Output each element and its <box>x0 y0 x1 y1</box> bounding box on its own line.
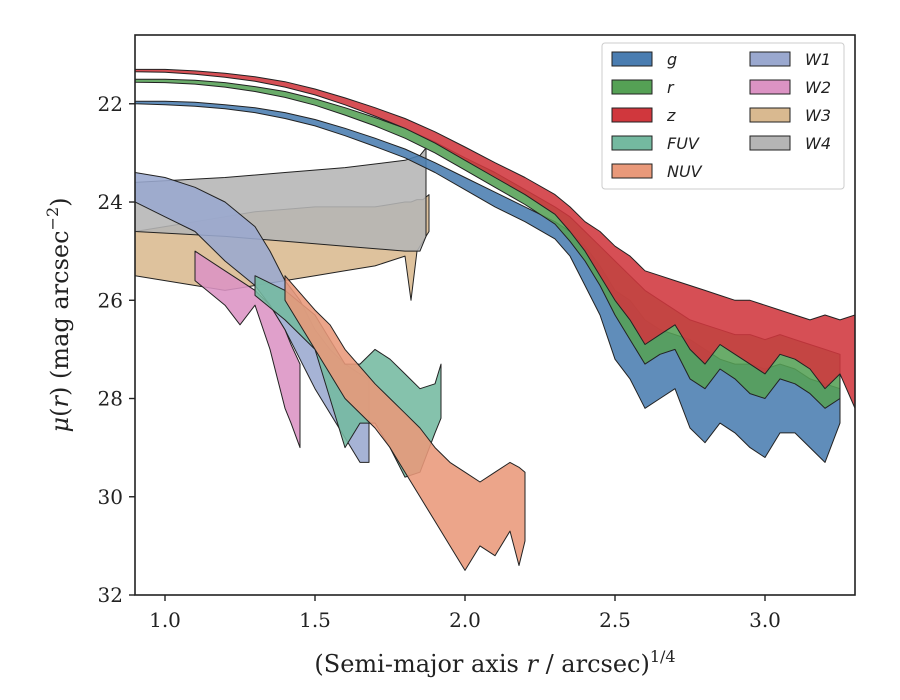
band-nuv <box>284 275 526 571</box>
band-w2 <box>194 250 301 449</box>
legend-swatch-g <box>611 51 653 67</box>
legend-swatch-fuv <box>611 135 653 151</box>
legend-label-nuv: NUV <box>667 162 703 181</box>
y-tick-label: 26 <box>98 288 123 312</box>
plot-frame <box>134 34 856 596</box>
y-tick-label: 24 <box>98 190 123 214</box>
legend-label-w4: W4 <box>805 134 831 153</box>
x-axis-ticks: 1.0 1.5 2.0 2.5 3.0 <box>149 595 781 632</box>
band-z <box>135 68 855 409</box>
x-tick-label: 2.0 <box>449 608 481 632</box>
legend-label-z: z <box>666 106 676 125</box>
legend-swatch-w4 <box>749 135 791 151</box>
y-tick-label: 30 <box>98 485 123 509</box>
y-tick-label: 28 <box>98 387 123 411</box>
x-tick-label: 2.5 <box>599 608 631 632</box>
legend-swatch-w2 <box>749 79 791 95</box>
legend-label-w1: W1 <box>805 50 831 69</box>
legend-label-g: g <box>667 50 677 69</box>
legend-label-w2: W2 <box>805 78 831 97</box>
x-tick-label: 1.0 <box>149 608 181 632</box>
legend-swatch-z <box>611 107 653 123</box>
legend-label-w3: W3 <box>805 106 831 125</box>
series-bands <box>135 68 855 571</box>
x-tick-label: 1.5 <box>299 608 331 632</box>
legend-swatch-w3 <box>749 107 791 123</box>
y-axis-label: μ(r) (mag arcsec−2) <box>43 197 74 432</box>
legend-swatch-nuv <box>611 163 653 179</box>
legend-label-r: r <box>667 78 675 97</box>
x-tick-label: 3.0 <box>749 608 781 632</box>
y-tick-label: 22 <box>98 92 123 116</box>
y-axis-ticks: 22 24 26 28 30 32 <box>98 92 135 607</box>
x-axis-label: (Semi-major axis r / arcsec)1/4 <box>314 647 675 678</box>
legend-label-fuv: FUV <box>667 134 700 153</box>
legend: grz FUV NUV W1 W2 W3 W4 <box>601 42 845 190</box>
y-tick-label: 32 <box>98 583 123 607</box>
legend-swatch-r <box>611 79 653 95</box>
legend-swatch-w1 <box>749 51 791 67</box>
band-g <box>135 100 841 463</box>
